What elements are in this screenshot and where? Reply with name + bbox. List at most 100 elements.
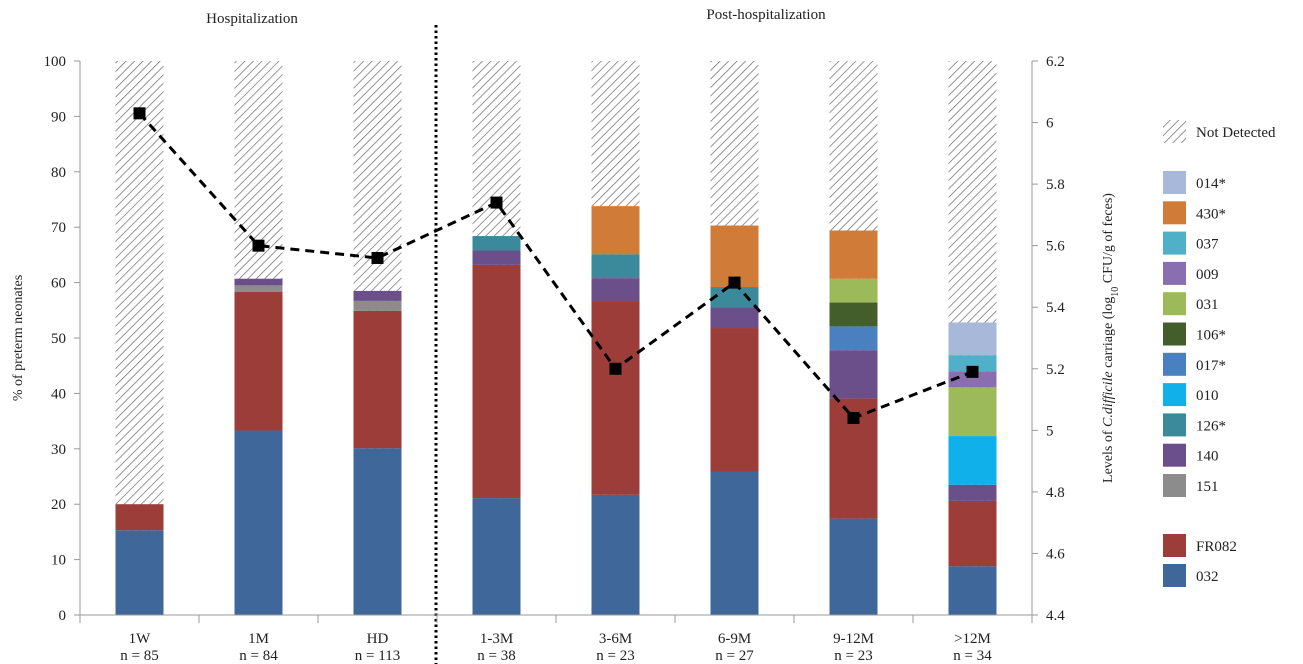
bar-151-1m bbox=[234, 285, 283, 293]
sample-size-label: n = 23 bbox=[834, 648, 872, 664]
y2-title-middle: carriage (log bbox=[1101, 297, 1116, 372]
legend-swatch-not-detected bbox=[1163, 120, 1186, 143]
x-tick-label: >12M bbox=[954, 631, 991, 647]
bar-fr082-3-6m bbox=[591, 301, 640, 495]
secondary-y-tick-label: 5.2 bbox=[1046, 362, 1065, 378]
x-tick-label: HD bbox=[367, 631, 389, 647]
legend-label-126-star: 126* bbox=[1196, 418, 1226, 434]
sample-size-label: n = 23 bbox=[596, 648, 634, 664]
legend-label-014-star: 014* bbox=[1196, 176, 1226, 192]
bar-106-star-9-12m bbox=[829, 302, 878, 327]
bar-140-hd bbox=[353, 290, 402, 301]
secondary-y-tick-label: 4.4 bbox=[1046, 608, 1065, 624]
legend-label-009: 009 bbox=[1196, 267, 1219, 283]
y-tick-label: 40 bbox=[51, 386, 66, 402]
bar-032-9-12m bbox=[829, 518, 878, 615]
axes: 0 10 20 30 40 50 60 70 80 90 100 4.4 4.6 4.8 5 5.2 5.4 5.… bbox=[44, 54, 1066, 664]
secondary-y-tick-label: 5 bbox=[1046, 423, 1054, 439]
x-tick-label: 1M bbox=[248, 631, 269, 647]
legend-swatch-fr082 bbox=[1163, 534, 1186, 557]
bar-430-star-3-6m bbox=[591, 206, 640, 255]
legend-swatch-010 bbox=[1163, 383, 1186, 407]
legend-swatch-151 bbox=[1163, 474, 1186, 497]
legend: Not Detected 014* 430* 037 009 031 106* 017* 010… bbox=[1163, 120, 1276, 587]
legend-swatch-106-star bbox=[1163, 322, 1186, 346]
bar-126-star-1-3m bbox=[472, 236, 521, 251]
y-tick-label: 20 bbox=[51, 497, 66, 513]
legend-swatch-031 bbox=[1163, 292, 1186, 316]
carriage-level-line bbox=[133, 107, 979, 425]
secondary-y-tick-label: 4.6 bbox=[1046, 546, 1065, 562]
carriage-line-path bbox=[138, 112, 974, 420]
secondary-y-tick-label: 5.8 bbox=[1046, 177, 1065, 193]
hospitalization-section-label: Hospitalization bbox=[206, 11, 298, 27]
y2-title-prefix: Levels of bbox=[1101, 427, 1116, 483]
carriage-point-hd bbox=[371, 251, 384, 264]
bar-014-star-12m bbox=[948, 322, 997, 356]
sample-size-label: n = 85 bbox=[120, 648, 158, 664]
secondary-y-tick-label: 6 bbox=[1046, 116, 1054, 132]
bar-017-star-9-12m bbox=[829, 326, 878, 351]
x-tick-label: 3-6M bbox=[599, 631, 632, 647]
secondary-y-tick-label: 5.4 bbox=[1046, 300, 1065, 316]
bar-fr082-1w bbox=[115, 504, 164, 531]
secondary-y-axis-title: Levels of C.difficile carriage (log10 CF… bbox=[1101, 193, 1121, 483]
carriage-point-1m bbox=[252, 239, 265, 252]
legend-label-032: 032 bbox=[1196, 569, 1219, 585]
legend-swatch-017-star bbox=[1163, 352, 1186, 376]
bar-037-12m bbox=[948, 355, 997, 372]
legend-label-017-star: 017* bbox=[1196, 358, 1226, 374]
sample-size-label: n = 38 bbox=[477, 648, 515, 664]
x-tick-label: 1W bbox=[129, 631, 152, 647]
bar-140-6-9m bbox=[710, 307, 759, 329]
carriage-point-9-12m bbox=[847, 412, 860, 425]
bar-140-1m bbox=[234, 278, 283, 286]
bar-032-1-3m bbox=[472, 498, 521, 615]
y-tick-label: 100 bbox=[44, 54, 67, 70]
legend-swatch-037 bbox=[1163, 231, 1186, 255]
carriage-point-6-9m bbox=[728, 276, 741, 289]
bar-032-3-6m bbox=[591, 494, 640, 615]
bar-010-12m bbox=[948, 436, 997, 485]
bar-032-6-9m bbox=[710, 471, 759, 615]
bar-fr082-1m bbox=[234, 292, 283, 431]
legend-label-not-detected: Not Detected bbox=[1196, 125, 1276, 141]
bar-032-1w bbox=[115, 530, 164, 615]
carriage-point-3-6m bbox=[609, 362, 622, 375]
y-tick-label: 90 bbox=[51, 109, 66, 125]
bar-151-hd bbox=[353, 300, 402, 311]
legend-label-fr082: FR082 bbox=[1196, 539, 1237, 555]
x-tick-label: 1-3M bbox=[480, 631, 513, 647]
bar-fr082-12m bbox=[948, 500, 997, 567]
bar-430-star-9-12m bbox=[829, 230, 878, 279]
y-tick-label: 80 bbox=[51, 165, 66, 181]
bar-032-12m bbox=[948, 566, 997, 615]
y-axis-title: % of preterm neonates bbox=[11, 275, 26, 401]
legend-swatch-140 bbox=[1163, 443, 1186, 467]
legend-swatch-126-star bbox=[1163, 413, 1186, 437]
bar-fr082-hd bbox=[353, 310, 402, 449]
secondary-y-tick-label: 4.8 bbox=[1046, 485, 1065, 501]
y-tick-label: 30 bbox=[51, 442, 66, 458]
legend-label-037: 037 bbox=[1196, 237, 1219, 253]
y2-title-subscript: 10 bbox=[1110, 287, 1121, 297]
bar-fr082-1-3m bbox=[472, 264, 521, 499]
y-tick-label: 60 bbox=[51, 276, 66, 292]
bar-fr082-6-9m bbox=[710, 328, 759, 472]
legend-label-140: 140 bbox=[1196, 449, 1219, 465]
bar-031-12m bbox=[948, 387, 997, 437]
bar-032-1m bbox=[234, 430, 283, 615]
y2-title-species: C.difficile bbox=[1101, 371, 1116, 427]
x-tick-label: 9-12M bbox=[833, 631, 874, 647]
bar-126-star-6-9m bbox=[710, 287, 759, 308]
y-tick-label: 10 bbox=[51, 553, 66, 569]
legend-swatch-014-star bbox=[1163, 171, 1186, 194]
bar-032-hd bbox=[353, 448, 402, 615]
carriage-point-1w bbox=[133, 107, 146, 120]
post-hospitalization-section-label: Post-hospitalization bbox=[706, 7, 826, 23]
legend-label-151: 151 bbox=[1196, 479, 1219, 495]
bar-126-star-3-6m bbox=[591, 254, 640, 279]
y-tick-label: 0 bbox=[59, 608, 67, 624]
y2-title-suffix: CFU/g of feces) bbox=[1101, 193, 1116, 287]
